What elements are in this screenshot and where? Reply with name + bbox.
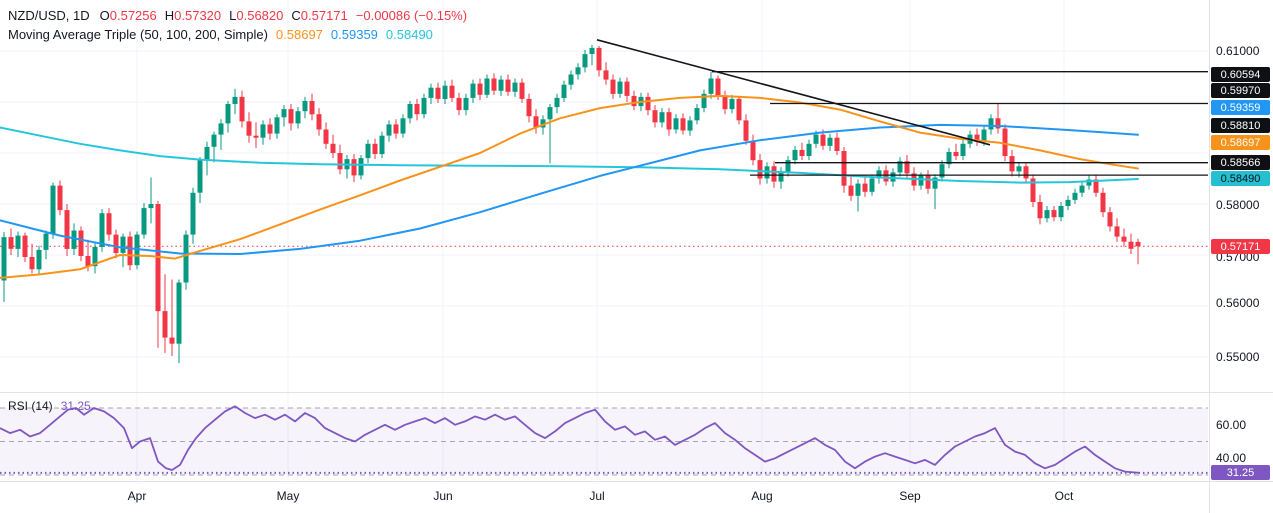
ma100-value: 0.59359 <box>330 27 378 42</box>
ma200-price-badge: 0.58490 <box>1211 171 1270 186</box>
rsi-axis-label: 60.00 <box>1216 418 1247 432</box>
price-axis-label: 0.56000 <box>1216 296 1260 310</box>
month-label: May <box>276 489 300 503</box>
rsi-axis-label: 40.00 <box>1216 451 1247 465</box>
level-price-badge: 0.59970 <box>1211 83 1270 98</box>
ohlc-open: O 0.57256 <box>99 8 157 23</box>
rsi-value-badge: 31.25 <box>1211 465 1270 480</box>
trendline <box>596 39 991 146</box>
month-label: Jul <box>589 489 605 503</box>
rsi-indicator-title[interactable]: RSI (14) <box>8 399 53 413</box>
month-label: Jun <box>433 489 453 503</box>
ma50-value: 0.58697 <box>275 27 323 42</box>
month-label: Apr <box>127 489 147 503</box>
rsi-indicator-legend: RSI (14) 31.25 <box>8 398 91 414</box>
symbol-legend: NZD/USD, 1D O 0.57256 H 0.57320 L 0.56820 C… <box>8 8 467 24</box>
price-axis-label: 0.57000 <box>1216 250 1260 264</box>
price-axis-label: 0.61000 <box>1216 44 1260 58</box>
rsi-value: 31.25 <box>60 399 91 413</box>
ma-indicator-legend: Moving Average Triple (50, 100, 200, Sim… <box>8 27 433 43</box>
level-price-badge: 0.58810 <box>1211 118 1270 133</box>
candles-layer <box>1 44 1141 364</box>
last-price-badge: 0.57171 <box>1211 239 1270 254</box>
ma-indicator-title[interactable]: Moving Average Triple (50, 100, 200, Sim… <box>8 27 268 42</box>
change-value: −0.00086 (−0.15%) <box>355 8 468 23</box>
ohlc-close: C 0.57171 <box>291 8 348 23</box>
moving-averages-layer <box>0 94 1139 279</box>
price-axis-label: 0.58000 <box>1216 198 1260 212</box>
level-price-badge: 0.60594 <box>1211 67 1270 82</box>
symbol-title[interactable]: NZD/USD, 1D <box>8 8 90 23</box>
month-label: Oct <box>1054 489 1074 503</box>
rsi-pane <box>0 407 1208 476</box>
ma50-price-badge: 0.58697 <box>1211 135 1270 150</box>
price-axis-label: 0.55000 <box>1216 350 1260 364</box>
month-label: Aug <box>751 489 773 503</box>
rsi-line <box>0 405 1141 474</box>
month-label: Sep <box>899 489 921 503</box>
ma100-price-badge: 0.59359 <box>1211 100 1270 115</box>
time-axis[interactable] <box>0 482 1273 513</box>
ma200-value: 0.58490 <box>385 27 433 42</box>
level-price-badge: 0.58566 <box>1211 155 1270 170</box>
drawings-layer[interactable] <box>596 39 1208 176</box>
ohlc-high: H 0.57320 <box>164 8 222 23</box>
ohlc-low: L 0.56820 <box>229 8 284 23</box>
